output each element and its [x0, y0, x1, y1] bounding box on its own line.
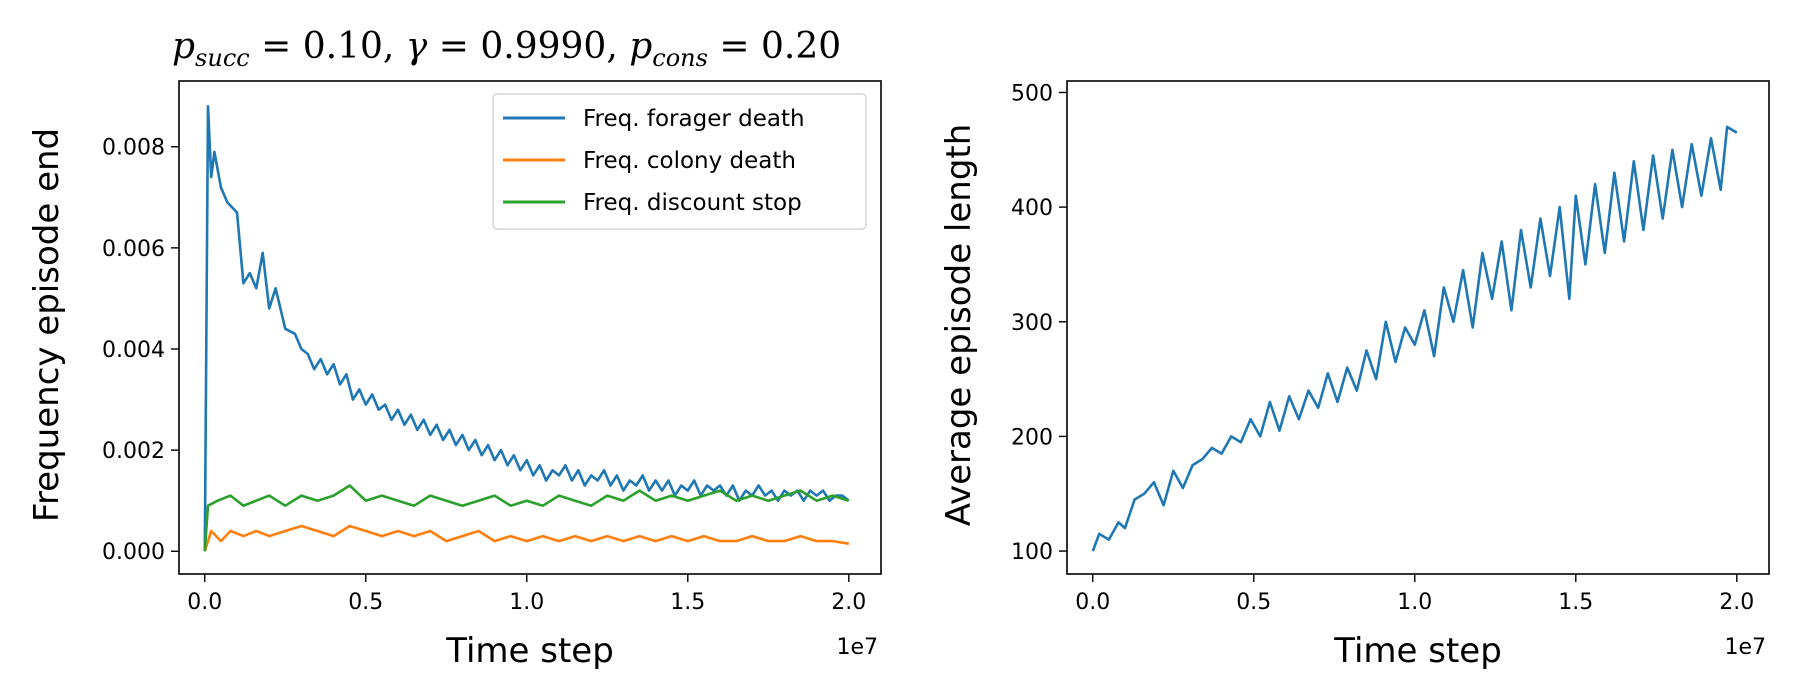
chart-right-x-ticks: 0.0 0.5 1.0 1.5 2.0: [1075, 574, 1754, 615]
chart-left-series-line-0: [203, 105, 850, 552]
chart-right-series-line-0: [1091, 125, 1738, 552]
chart-right-y-tick-label: 500: [1011, 81, 1053, 106]
chart-left-x-offset-label: 1e7: [836, 635, 878, 660]
chart-right-series-group: [1091, 125, 1738, 552]
chart-right-x-tick-label: 2.0: [1719, 590, 1754, 615]
chart-left-title: psucc = 0.10, γ = 0.9990, pcons = 0.20: [172, 26, 841, 72]
chart-left-series-group: [203, 105, 850, 552]
chart-right-y-label: Average episode length: [939, 124, 979, 527]
chart-left-x-label: Time step: [445, 631, 614, 671]
chart-left-legend: Freq. forager death Freq. colony death F…: [492, 93, 867, 230]
chart-right-y-tick-label: 200: [1011, 425, 1053, 450]
chart-left: psucc = 0.10, γ = 0.9990, pcons = 0.20 0…: [27, 26, 882, 671]
chart-right-x-label: Time step: [1333, 631, 1502, 671]
chart-right-x-tick-label: 1.5: [1558, 590, 1593, 615]
legend-label-discount-stop: Freq. discount stop: [583, 190, 802, 216]
chart-right-y-tick-label: 300: [1011, 311, 1053, 336]
chart-left-series-line-2: [203, 484, 850, 552]
legend-box: [492, 93, 867, 230]
chart-left-y-ticks: 0.000 0.002 0.004 0.006 0.008: [102, 136, 179, 565]
chart-left-x-tick-label: 2.0: [831, 590, 866, 615]
chart-left-x-tick-label: 1.0: [509, 590, 544, 615]
chart-left-x-ticks: 0.0 0.5 1.0 1.5 2.0: [187, 574, 866, 615]
chart-right-x-tick-label: 0.0: [1075, 590, 1110, 615]
chart-right-x-offset-label: 1e7: [1724, 635, 1766, 660]
chart-right: 0.0 0.5 1.0 1.5 2.0 100 200 300 400 500 Time ste…: [939, 80, 1770, 671]
chart-left-y-label: Frequency episode end: [27, 128, 67, 522]
chart-left-x-tick-label: 0.5: [348, 590, 383, 615]
chart-right-y-ticks: 100 200 300 400 500: [1011, 81, 1067, 565]
legend-label-forager-death: Freq. forager death: [583, 106, 805, 132]
chart-left-y-tick-label: 0.006: [102, 237, 165, 262]
chart-left-series-line-1: [203, 524, 850, 552]
chart-right-plot-frame: [1066, 80, 1770, 575]
chart-right-y-tick-label: 100: [1011, 540, 1053, 565]
chart-left-plot-frame: [178, 80, 882, 575]
chart-right-x-tick-label: 0.5: [1236, 590, 1271, 615]
chart-left-y-tick-label: 0.000: [102, 540, 165, 565]
legend-label-colony-death: Freq. colony death: [583, 148, 796, 174]
chart-left-y-tick-label: 0.004: [102, 338, 165, 363]
chart-left-y-tick-label: 0.008: [102, 136, 165, 161]
chart-left-x-tick-label: 0.0: [187, 590, 222, 615]
chart-left-x-tick-label: 1.5: [670, 590, 705, 615]
chart-left-y-tick-label: 0.002: [102, 439, 165, 464]
chart-right-x-tick-label: 1.0: [1397, 590, 1432, 615]
chart-right-y-tick-label: 400: [1011, 196, 1053, 221]
